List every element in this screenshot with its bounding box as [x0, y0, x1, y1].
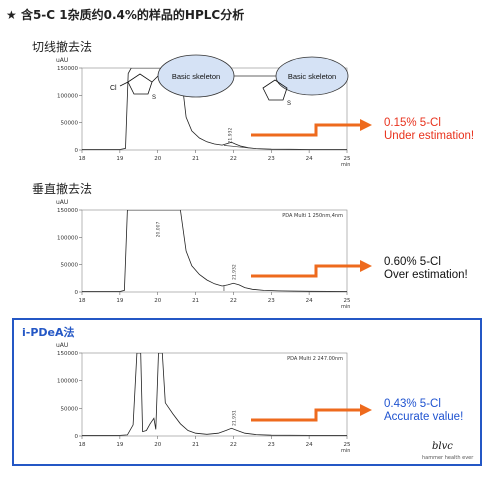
peak-label: 20.007 — [156, 221, 162, 237]
chromatogram-trace — [82, 68, 347, 150]
thiophene-ring-icon — [127, 73, 153, 95]
y-tick-label: 50000 — [61, 121, 79, 127]
chart-0: uAU min 0 50000 100000 150000 18 19 20 21 22 23 24 25… — [56, 57, 372, 168]
x-tick-label: 22 — [230, 298, 237, 304]
y-tick-label: 50000 — [61, 406, 79, 412]
chromatogram-trace — [82, 353, 347, 436]
x-tick-label: 19 — [116, 156, 123, 162]
x-axis-label: min — [341, 448, 350, 454]
x-tick-label: 18 — [79, 156, 86, 162]
y-tick-label: 0 — [75, 290, 79, 296]
sulfur-atom-label: S — [287, 101, 291, 107]
y-axis-label: uAU — [56, 199, 68, 206]
result-arrow — [251, 264, 362, 278]
method-label-vertical: 垂直撤去法 — [32, 182, 93, 196]
title-text: 含5-C 1杂质约0.4%的样品的HPLC分析 — [20, 8, 245, 22]
bubble-label: Basic skeleton — [172, 72, 220, 81]
logo-subtitle: hammer health ever — [422, 455, 474, 461]
y-axis-label: uAU — [56, 57, 68, 64]
chart-2: uAU min 0 50000 100000 150000 18 19 20 21 22 23 24 25… — [56, 342, 372, 454]
ipdea-highlight-box — [12, 318, 482, 466]
y-tick-label: 0 — [75, 434, 79, 440]
x-tick-label: 19 — [116, 298, 123, 304]
sulfur-atom-label: S — [152, 95, 156, 101]
chart-1: uAU min 0 50000 100000 150000 18 19 20 21 22 23 24 25… — [56, 199, 372, 310]
peak-label: 21.931 — [231, 410, 237, 426]
result-ipdea: 0.43% 5-Cl Accurate value! — [384, 398, 463, 424]
x-tick-label: 23 — [268, 442, 275, 448]
arrow-head-icon — [360, 119, 372, 131]
x-tick-label: 22 — [230, 442, 237, 448]
result-tangent-value: 0.15% 5-Cl — [384, 117, 441, 129]
method-label-ipdea: i-PDeA法 — [22, 326, 75, 339]
x-tick-label: 25 — [344, 442, 351, 448]
y-tick-label: 100000 — [57, 93, 78, 99]
star-icon: ★ — [6, 8, 17, 22]
y-tick-label: 150000 — [57, 208, 78, 214]
tangent-baseline — [223, 145, 249, 149]
y-axis-label: uAU — [56, 342, 68, 349]
y-tick-label: 100000 — [57, 235, 78, 241]
x-tick-label: 25 — [344, 298, 351, 304]
x-tick-label: 18 — [79, 442, 86, 448]
bubble-label: Basic skeleton — [288, 72, 336, 81]
arrow-head-icon — [360, 404, 372, 416]
page-title: ★ 含5-C 1杂质约0.4%的样品的HPLC分析 — [6, 6, 244, 23]
plot-frame — [81, 352, 348, 437]
arrow-head-icon — [360, 260, 372, 272]
result-vertical-value: 0.60% 5-Cl — [384, 256, 441, 268]
x-tick-label: 21 — [192, 442, 199, 448]
x-tick-label: 20 — [154, 156, 161, 162]
result-tangent-note: Under estimation! — [384, 130, 475, 142]
y-tick-label: 0 — [75, 148, 79, 154]
x-tick-label: 24 — [306, 156, 313, 162]
x-tick-label: 25 — [344, 156, 351, 162]
x-axis-label: min — [341, 162, 350, 168]
result-vertical-note: Over estimation! — [384, 269, 468, 281]
peak-label: 21.932 — [228, 128, 234, 144]
logo: blvc — [432, 441, 453, 452]
x-tick-label: 20 — [154, 298, 161, 304]
x-tick-label: 23 — [268, 298, 275, 304]
x-tick-label: 21 — [192, 156, 199, 162]
x-axis-label: min — [341, 304, 350, 310]
method-label-tangent: 切线撤去法 — [32, 40, 93, 54]
cl-bond — [119, 81, 129, 87]
x-tick-label: 24 — [306, 298, 313, 304]
x-tick-label: 22 — [230, 156, 237, 162]
x-tick-label: 23 — [268, 156, 275, 162]
y-tick-label: 50000 — [61, 263, 79, 269]
x-tick-label: 18 — [79, 298, 86, 304]
y-tick-label: 150000 — [57, 66, 78, 72]
result-ipdea-note: Accurate value! — [384, 411, 464, 423]
result-tangent: 0.15% 5-Cl Under estimation! — [384, 117, 474, 143]
x-tick-label: 19 — [116, 442, 123, 448]
x-tick-label: 20 — [154, 442, 161, 448]
y-tick-label: 150000 — [57, 351, 78, 357]
chromatogram-trace — [82, 210, 347, 292]
x-tick-label: 24 — [306, 442, 313, 448]
molecule-annotations: Basic skeleton Basic skeleton S Cl S — [110, 54, 349, 107]
result-vertical: 0.60% 5-Cl Over estimation! — [384, 256, 468, 282]
result-arrow — [251, 408, 362, 422]
plot-frame — [81, 209, 348, 293]
thiophene-ring-icon — [262, 79, 288, 101]
y-tick-label: 100000 — [57, 379, 78, 385]
skeleton-bond — [151, 75, 159, 83]
x-tick-label: 21 — [192, 298, 199, 304]
chlorine-label: Cl — [110, 85, 117, 92]
detector-label: PDA Multi 1 250nm,4nm — [282, 213, 343, 219]
detector-label: PDA Multi 2 247.00nm — [287, 356, 343, 362]
result-arrow — [251, 123, 362, 137]
result-ipdea-value: 0.43% 5-Cl — [384, 398, 441, 410]
peak-label: 21.932 — [231, 264, 237, 280]
